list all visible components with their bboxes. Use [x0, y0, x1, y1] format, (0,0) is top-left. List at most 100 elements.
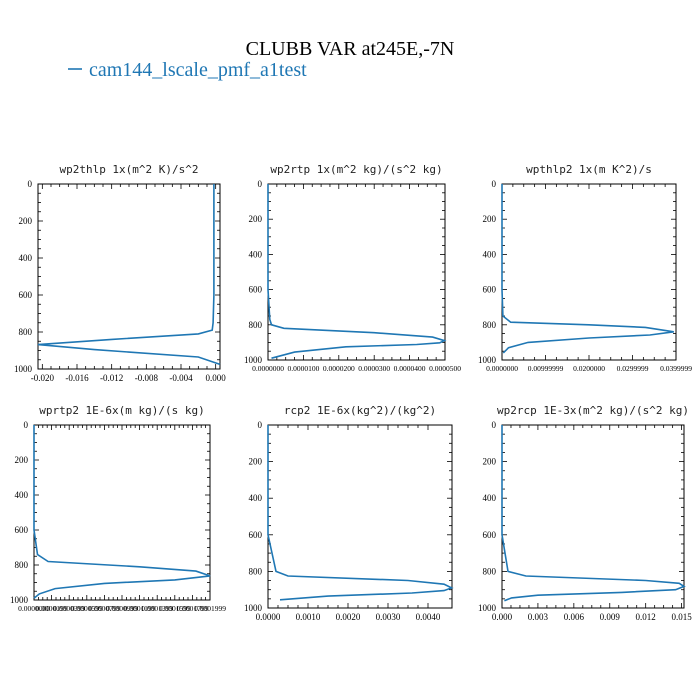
panel-3: wpthlp2 1x(m K^2)/s020040060080010000.00… [478, 163, 692, 373]
x-tick-label: 0.003 [528, 612, 549, 622]
y-tick-label: 800 [15, 560, 29, 570]
panel-4: wprtp2 1E-6x(m kg)/(s kg) 0 200 400 600 800 10… [10, 404, 226, 613]
x-tick-label: 0.012 [636, 612, 656, 622]
y-tick-label: 800 [19, 327, 33, 337]
x-tick-label: 0.0001599 [159, 604, 191, 613]
y-tick-label: 200 [19, 216, 33, 226]
x-tick-label: 0.0040 [416, 612, 441, 622]
x-tick-label: 0.0000000 [486, 364, 518, 373]
x-tick-label: 0.0001199 [124, 604, 156, 613]
y-tick-label: 0 [258, 179, 263, 189]
series-line [267, 425, 454, 601]
y-tick-label: 200 [15, 455, 29, 465]
x-tick-label: -0.004 [169, 373, 193, 383]
y-tick-label: 400 [15, 490, 29, 500]
y-tick-label: 1000 [14, 364, 33, 374]
x-tick-label: 0.0000500 [429, 364, 461, 373]
x-tick-label: 0.0000000 [252, 364, 284, 373]
series-line [33, 425, 211, 599]
x-tick-label: 0.0030 [376, 612, 401, 622]
x-tick-label: 0.006 [564, 612, 585, 622]
y-tick-label: 0 [492, 420, 497, 430]
x-tick-label: 0.0000300 [358, 364, 390, 373]
series-line [501, 425, 686, 602]
x-tick-label: 0.000 [206, 373, 227, 383]
y-tick-label: 200 [249, 214, 263, 224]
panel-6: wp2rcp 1E-3x(m^2 kg)/(s^2 kg)0 200 400 600 8… [478, 404, 692, 622]
y-tick-label: 600 [19, 290, 33, 300]
x-tick-label: 0.0000000 [18, 604, 50, 613]
x-tick-label: 0.0001399 [141, 604, 173, 613]
x-tick-label: 0.0000100 [287, 364, 319, 373]
x-tick-label: -0.008 [135, 373, 159, 383]
y-tick-label: 200 [483, 457, 497, 467]
y-tick-label: 400 [249, 493, 263, 503]
plot-frame [267, 424, 453, 609]
x-tick-label: 0.0010 [296, 612, 321, 622]
chart-panels: wp2thlp 1x(m^2 K)/s^202004006008001000-0… [10, 163, 692, 622]
panel-1: wp2thlp 1x(m^2 K)/s^202004006008001000-0… [14, 163, 226, 383]
x-tick-label: -0.012 [100, 373, 123, 383]
y-tick-label: 800 [483, 566, 497, 576]
series-line [37, 184, 221, 366]
x-tick-label: 0.0000 [256, 612, 281, 622]
x-tick-label: 0.015 [671, 612, 692, 622]
x-tick-label: 0.0000200 [323, 364, 355, 373]
x-tick-label: 0.0020 [336, 612, 361, 622]
y-tick-label: 400 [249, 249, 263, 259]
y-tick-label: 400 [483, 493, 497, 503]
y-tick-label: 1000 [478, 603, 497, 613]
x-tick-label: 0.0000199 [36, 604, 68, 613]
x-tick-label: 0.0200000 [573, 364, 605, 373]
plot-frame [33, 424, 211, 601]
series-line [501, 184, 674, 354]
x-tick-label: 0.0000999 [106, 604, 138, 613]
x-tick-label: 0.0399999 [660, 364, 692, 373]
series-line [267, 184, 447, 359]
y-tick-label: 800 [483, 320, 497, 330]
plot-frame [501, 183, 677, 361]
panel-title: wp2rcp 1E-3x(m^2 kg)/(s^2 kg) [497, 404, 689, 417]
x-tick-label: -0.020 [31, 373, 55, 383]
x-tick-label: 0.0299999 [617, 364, 649, 373]
y-tick-label: 1000 [478, 355, 497, 365]
x-tick-label: 0.0000400 [394, 364, 426, 373]
y-tick-label: 600 [249, 285, 263, 295]
figure-title: CLUBB VAR at245E,-7N [246, 38, 455, 60]
y-tick-label: 1000 [244, 355, 263, 365]
y-tick-label: 400 [19, 253, 33, 263]
y-tick-label: 0 [28, 179, 33, 189]
panel-title: wp2rtp 1x(m^2 kg)/(s^2 kg) [270, 163, 442, 176]
plot-frame [267, 183, 446, 361]
y-tick-label: 1000 [10, 595, 29, 605]
x-tick-label: 0.0000399 [53, 604, 85, 613]
x-tick-label: 0.00999999 [528, 364, 564, 373]
y-tick-label: 0 [492, 179, 497, 189]
y-tick-label: 600 [15, 525, 29, 535]
y-tick-label: 600 [483, 285, 497, 295]
x-tick-label: 0.0001999 [194, 604, 226, 613]
y-tick-label: 600 [249, 530, 263, 540]
panel-2: wp2rtp 1x(m^2 kg)/(s^2 kg) 0 200 400 600 800 1… [244, 163, 461, 373]
x-tick-label: 0.000 [492, 612, 513, 622]
x-tick-label: -0.016 [65, 373, 89, 383]
y-tick-label: 600 [483, 530, 497, 540]
plot-frame [37, 183, 221, 370]
panel-title: wprtp2 1E-6x(m kg)/(s kg) [39, 404, 205, 417]
panel-5: rcp2 1E-6x(kg^2)/(kg^2) 0 200 400 600 800 1000… [244, 404, 454, 622]
y-tick-label: 0 [24, 420, 29, 430]
x-tick-label: 0.0000599 [71, 604, 103, 613]
legend: cam144_lscale_pmf_a1test [68, 59, 307, 81]
legend-label: cam144_lscale_pmf_a1test [89, 59, 307, 81]
panel-title: wp2thlp 1x(m^2 K)/s^2 [59, 163, 198, 176]
plot-frame [501, 424, 685, 609]
y-tick-label: 200 [483, 214, 497, 224]
x-tick-label: 0.0001799 [176, 604, 208, 613]
panel-title: rcp2 1E-6x(kg^2)/(kg^2) [284, 404, 436, 417]
y-tick-label: 200 [249, 457, 263, 467]
y-tick-label: 0 [258, 420, 263, 430]
x-tick-label: 0.0000799 [88, 604, 120, 613]
y-tick-label: 1000 [244, 603, 263, 613]
y-tick-label: 800 [249, 566, 263, 576]
